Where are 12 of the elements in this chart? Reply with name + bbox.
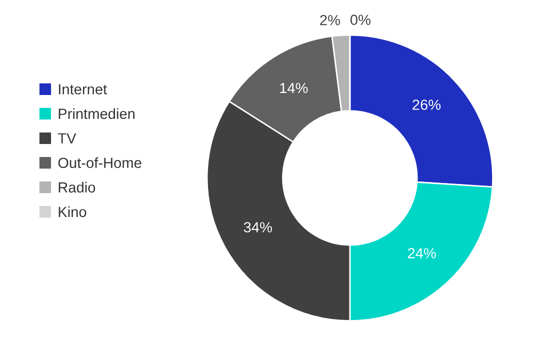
- data-label: 14%: [280, 82, 308, 94]
- legend-label: Radio: [58, 182, 96, 193]
- legend-label: Internet: [58, 84, 107, 94]
- legend-label: Kino: [58, 206, 86, 218]
- legend-label: Printmedien: [58, 108, 134, 119]
- data-label: 24%: [408, 248, 436, 258]
- data-label: 26%: [412, 100, 441, 110]
- legend-label: Out-of-Home: [58, 157, 142, 168]
- data-label: 34%: [244, 222, 272, 232]
- text: 0%: [350, 14, 370, 26]
- data-label: 2%: [320, 14, 340, 26]
- legend-label: TV: [58, 133, 76, 144]
